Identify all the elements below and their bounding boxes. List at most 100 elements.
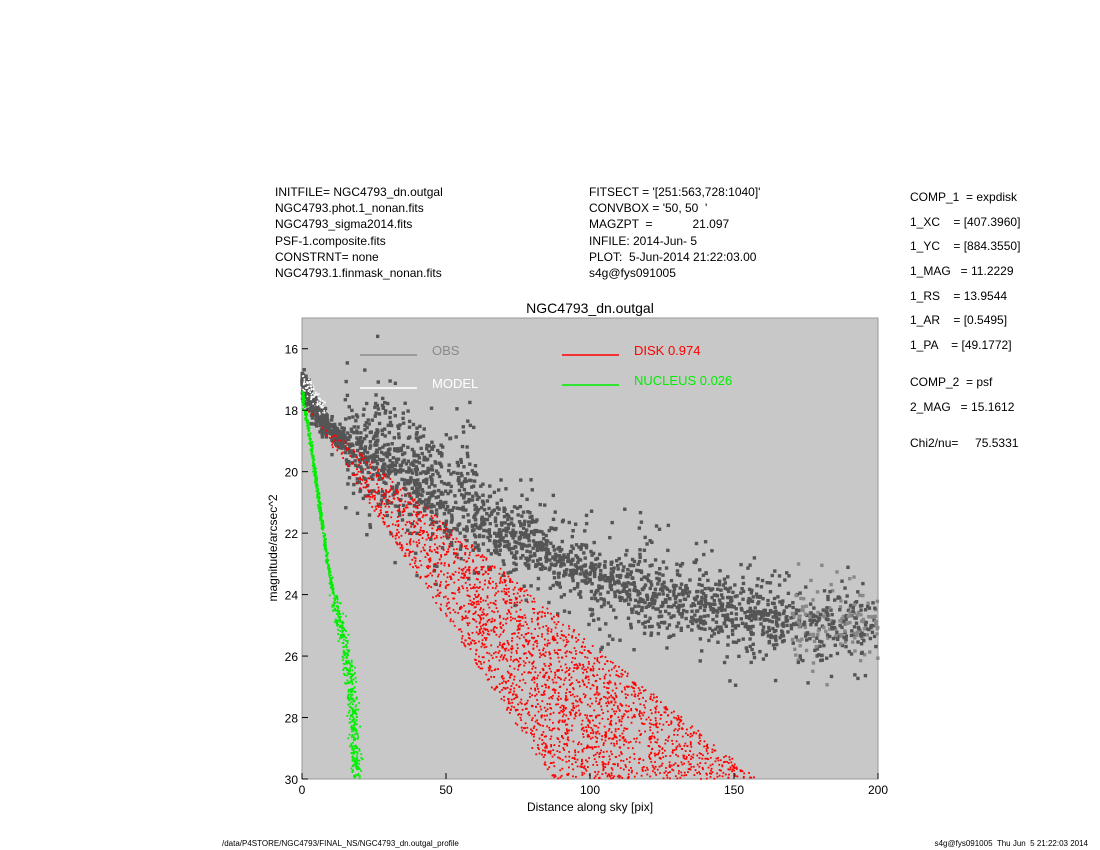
obs-point: [478, 524, 483, 528]
disk-point: [615, 694, 617, 697]
disk-point: [579, 697, 581, 700]
disk-point: [515, 652, 518, 654]
disk-point: [578, 714, 581, 717]
obs-point: [661, 592, 665, 596]
disk-point: [467, 602, 470, 605]
disk-point: [533, 678, 536, 681]
obs-point: [503, 507, 507, 512]
obs-point: [648, 564, 652, 568]
disk-point: [589, 732, 592, 734]
obs-point: [481, 502, 486, 507]
disk-point: [546, 612, 549, 614]
disk-point: [550, 630, 553, 633]
obs-point: [425, 447, 429, 451]
disk-point: [524, 616, 527, 619]
disk-point: [568, 627, 571, 630]
disk-point: [536, 685, 539, 688]
obs-point: [709, 588, 713, 592]
obs-point: [624, 590, 629, 594]
disk-point: [630, 685, 633, 688]
disk-point: [493, 602, 496, 605]
disk-point: [605, 702, 608, 704]
disk-point: [669, 777, 671, 780]
disk-point: [349, 455, 352, 457]
disk-point: [454, 611, 457, 614]
disk-point: [679, 745, 682, 748]
disk-point: [581, 760, 583, 763]
obs-point: [814, 622, 818, 627]
disk-point: [426, 586, 429, 589]
obs-point: [355, 448, 360, 453]
obs-point: [439, 499, 443, 504]
disk-point: [466, 616, 469, 619]
disk-point: [412, 520, 415, 523]
disk-point: [611, 696, 614, 699]
obs-point: [372, 467, 377, 471]
obs-point: [386, 464, 390, 468]
disk-point: [609, 722, 612, 725]
obs-point: [391, 456, 396, 460]
disk-point: [431, 517, 434, 520]
disk-point: [553, 621, 556, 624]
disk-point: [482, 623, 485, 626]
obs-point: [624, 582, 629, 587]
disk-point: [413, 556, 416, 559]
disk-point: [567, 633, 570, 636]
obs-point: [575, 555, 580, 560]
obs-point: [675, 569, 680, 573]
disk-point: [402, 507, 405, 510]
disk-point: [501, 677, 504, 680]
disk-point: [561, 735, 563, 738]
obs-point: [643, 559, 647, 563]
disk-point: [592, 674, 594, 676]
disk-point: [682, 722, 685, 725]
obs-point: [819, 653, 824, 658]
disk-point: [370, 489, 373, 492]
obs-point: [355, 415, 360, 419]
obs-point: [862, 653, 867, 657]
obs-point: [485, 511, 489, 516]
obs-point: [851, 605, 856, 610]
disk-point: [420, 550, 423, 553]
obs-point: [650, 624, 654, 629]
disk-point: [394, 534, 397, 537]
disk-point: [523, 645, 525, 647]
obs-point: [393, 504, 398, 508]
obs-point: [373, 414, 377, 418]
obs-point: [770, 635, 775, 639]
disk-point: [400, 545, 403, 548]
obs-point: [415, 531, 419, 536]
obs-point: [726, 635, 730, 639]
disk-point: [404, 555, 407, 557]
disk-point: [640, 717, 643, 720]
disk-point: [578, 633, 580, 636]
disk-point: [578, 709, 580, 712]
obs-point: [392, 490, 397, 494]
disk-point: [557, 649, 560, 651]
obs-point: [364, 401, 369, 406]
disk-point: [383, 515, 386, 517]
disk-point: [516, 604, 519, 607]
obs-point: [374, 431, 378, 436]
disk-point: [544, 672, 547, 675]
disk-point: [598, 692, 601, 695]
obs-point: [849, 603, 853, 608]
disk-point: [710, 769, 712, 772]
obs-point: [380, 493, 384, 498]
disk-point: [509, 674, 512, 677]
disk-point: [683, 762, 685, 765]
obs-point: [324, 427, 328, 431]
disk-point: [377, 486, 380, 489]
header-line: PLOT: 5-Jun-2014 21:22:03.00: [589, 249, 757, 264]
obs-point: [618, 575, 622, 580]
disk-point: [584, 646, 586, 648]
obs-point: [856, 676, 860, 681]
obs-point: [723, 608, 727, 612]
obs-point: [449, 529, 453, 533]
disk-point: [470, 603, 473, 606]
disk-point: [651, 699, 654, 702]
param-rs: 1_RS = 13.9544: [910, 288, 1008, 303]
disk-point: [434, 562, 437, 565]
disk-point: [369, 472, 371, 474]
obs-point: [440, 445, 445, 449]
